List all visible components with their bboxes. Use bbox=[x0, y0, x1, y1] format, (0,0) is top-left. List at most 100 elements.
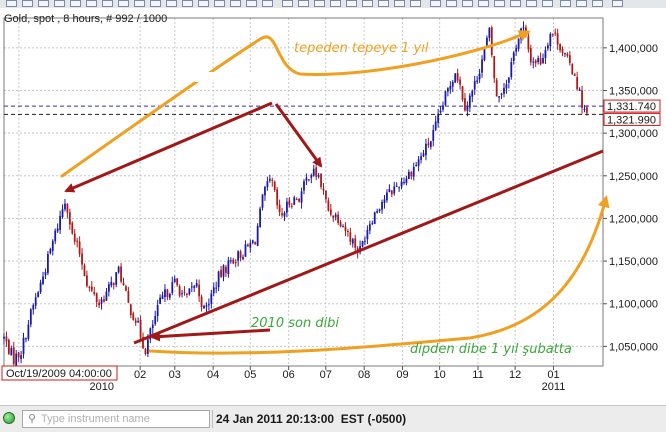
toolbar-button[interactable] bbox=[314, 0, 325, 7]
toolbar-button[interactable] bbox=[6, 0, 17, 7]
plot-border bbox=[3, 17, 604, 367]
toolbar-button[interactable] bbox=[462, 0, 473, 7]
toolbar-button[interactable] bbox=[70, 0, 81, 7]
candle-body bbox=[300, 191, 303, 203]
candle-body bbox=[434, 121, 437, 130]
x-tick-label: 01 bbox=[547, 369, 559, 381]
candle-body bbox=[273, 181, 276, 190]
candle-body bbox=[437, 113, 440, 123]
candle-body bbox=[312, 168, 315, 176]
candle-body bbox=[576, 76, 579, 90]
annotation-bottom-to-bottom: dipden dibe 1 yıl şubatta bbox=[410, 342, 572, 357]
candle-body bbox=[251, 240, 254, 243]
toolbar-button[interactable] bbox=[54, 0, 65, 7]
toolbar-button[interactable] bbox=[182, 0, 193, 7]
candle-body bbox=[200, 296, 203, 307]
toolbar-button[interactable] bbox=[38, 0, 49, 7]
candle-body bbox=[342, 226, 344, 228]
candle-body bbox=[529, 47, 532, 63]
toolbar-button[interactable] bbox=[592, 0, 603, 7]
toolbar-button[interactable] bbox=[134, 0, 145, 7]
toolbar-button[interactable] bbox=[166, 0, 177, 7]
candle-body bbox=[264, 187, 266, 196]
candle-body bbox=[168, 293, 171, 298]
candle-body bbox=[125, 286, 127, 291]
candle-body bbox=[390, 190, 393, 195]
candle-body bbox=[583, 108, 586, 110]
toolbar-button[interactable] bbox=[230, 0, 241, 7]
x-tick-label: 06 bbox=[283, 369, 295, 381]
candle-body bbox=[25, 338, 27, 340]
toolbar-button[interactable] bbox=[150, 0, 161, 7]
instrument-search[interactable]: ⚲ bbox=[22, 410, 210, 428]
toolbar-button[interactable] bbox=[612, 0, 623, 7]
toolbar-button[interactable] bbox=[214, 0, 225, 7]
toolbar-button[interactable] bbox=[478, 0, 489, 7]
candle-body bbox=[164, 289, 166, 297]
toolbar-button[interactable] bbox=[330, 0, 341, 7]
candle-body bbox=[220, 269, 222, 277]
candle-body bbox=[237, 251, 240, 261]
candle-body bbox=[181, 293, 183, 295]
toolbar-button[interactable] bbox=[576, 0, 587, 7]
candle-body bbox=[500, 93, 503, 95]
toolbar-button[interactable] bbox=[410, 0, 421, 7]
toolbar-button[interactable] bbox=[430, 0, 441, 7]
toolbar-button[interactable] bbox=[494, 0, 505, 7]
price-line-label: 1,331.740 bbox=[607, 101, 656, 113]
x-tick-label: 07 bbox=[320, 369, 332, 381]
toolbar-button[interactable] bbox=[86, 0, 97, 7]
candle-body bbox=[349, 232, 352, 242]
toolbar-button[interactable] bbox=[22, 0, 33, 7]
toolbar-button[interactable] bbox=[526, 0, 537, 7]
candle-body bbox=[156, 305, 159, 317]
toolbar-button[interactable] bbox=[198, 0, 209, 7]
candle-body bbox=[471, 90, 474, 97]
candle-body bbox=[239, 251, 242, 258]
toolbar-button[interactable] bbox=[102, 0, 113, 7]
candle-body bbox=[317, 175, 320, 177]
candle-body bbox=[5, 336, 8, 342]
candle-body bbox=[10, 347, 13, 356]
candle-body bbox=[112, 282, 115, 285]
y-tick-label: 1,400,000 bbox=[609, 43, 658, 55]
candle-body bbox=[295, 199, 298, 201]
candle-body bbox=[61, 209, 64, 218]
toolbar-button[interactable] bbox=[262, 0, 273, 7]
candle-body bbox=[305, 177, 308, 181]
toolbar-button[interactable] bbox=[560, 0, 571, 7]
candle-body bbox=[34, 297, 37, 306]
candle-body bbox=[254, 241, 257, 245]
candle-body bbox=[154, 316, 157, 324]
candle-body bbox=[266, 181, 269, 188]
candle-body bbox=[120, 266, 122, 282]
toolbar-button[interactable] bbox=[118, 0, 129, 7]
instrument-search-input[interactable] bbox=[39, 412, 208, 426]
candle-body bbox=[327, 200, 330, 211]
candle-body bbox=[95, 293, 98, 302]
toolbar-button[interactable] bbox=[282, 0, 293, 7]
x-tick-label: 04 bbox=[207, 369, 219, 381]
candle-body bbox=[207, 304, 210, 306]
toolbar-button[interactable] bbox=[394, 0, 405, 7]
candle-body bbox=[281, 213, 283, 216]
candle-body bbox=[427, 143, 430, 146]
toolbar-button[interactable] bbox=[446, 0, 457, 7]
toolbar-button[interactable] bbox=[346, 0, 357, 7]
toolbar-button[interactable] bbox=[378, 0, 389, 7]
toolbar-button[interactable] bbox=[542, 0, 553, 7]
candle-body bbox=[100, 299, 103, 304]
candle-body bbox=[146, 339, 149, 354]
toolbar-button[interactable] bbox=[362, 0, 373, 7]
candle-body bbox=[110, 281, 113, 286]
candle-body bbox=[98, 302, 101, 306]
candle-body bbox=[210, 293, 213, 304]
toolbar-button[interactable] bbox=[246, 0, 257, 7]
toolbar-button[interactable] bbox=[298, 0, 309, 7]
candle-body bbox=[483, 48, 486, 61]
candle-body bbox=[420, 156, 422, 160]
chart-panel[interactable]: 1,331.740 1,321.990 tepeden tepeye 1 yıl … bbox=[0, 8, 666, 405]
toolbar-button[interactable] bbox=[510, 0, 521, 7]
candle-body bbox=[361, 241, 364, 247]
